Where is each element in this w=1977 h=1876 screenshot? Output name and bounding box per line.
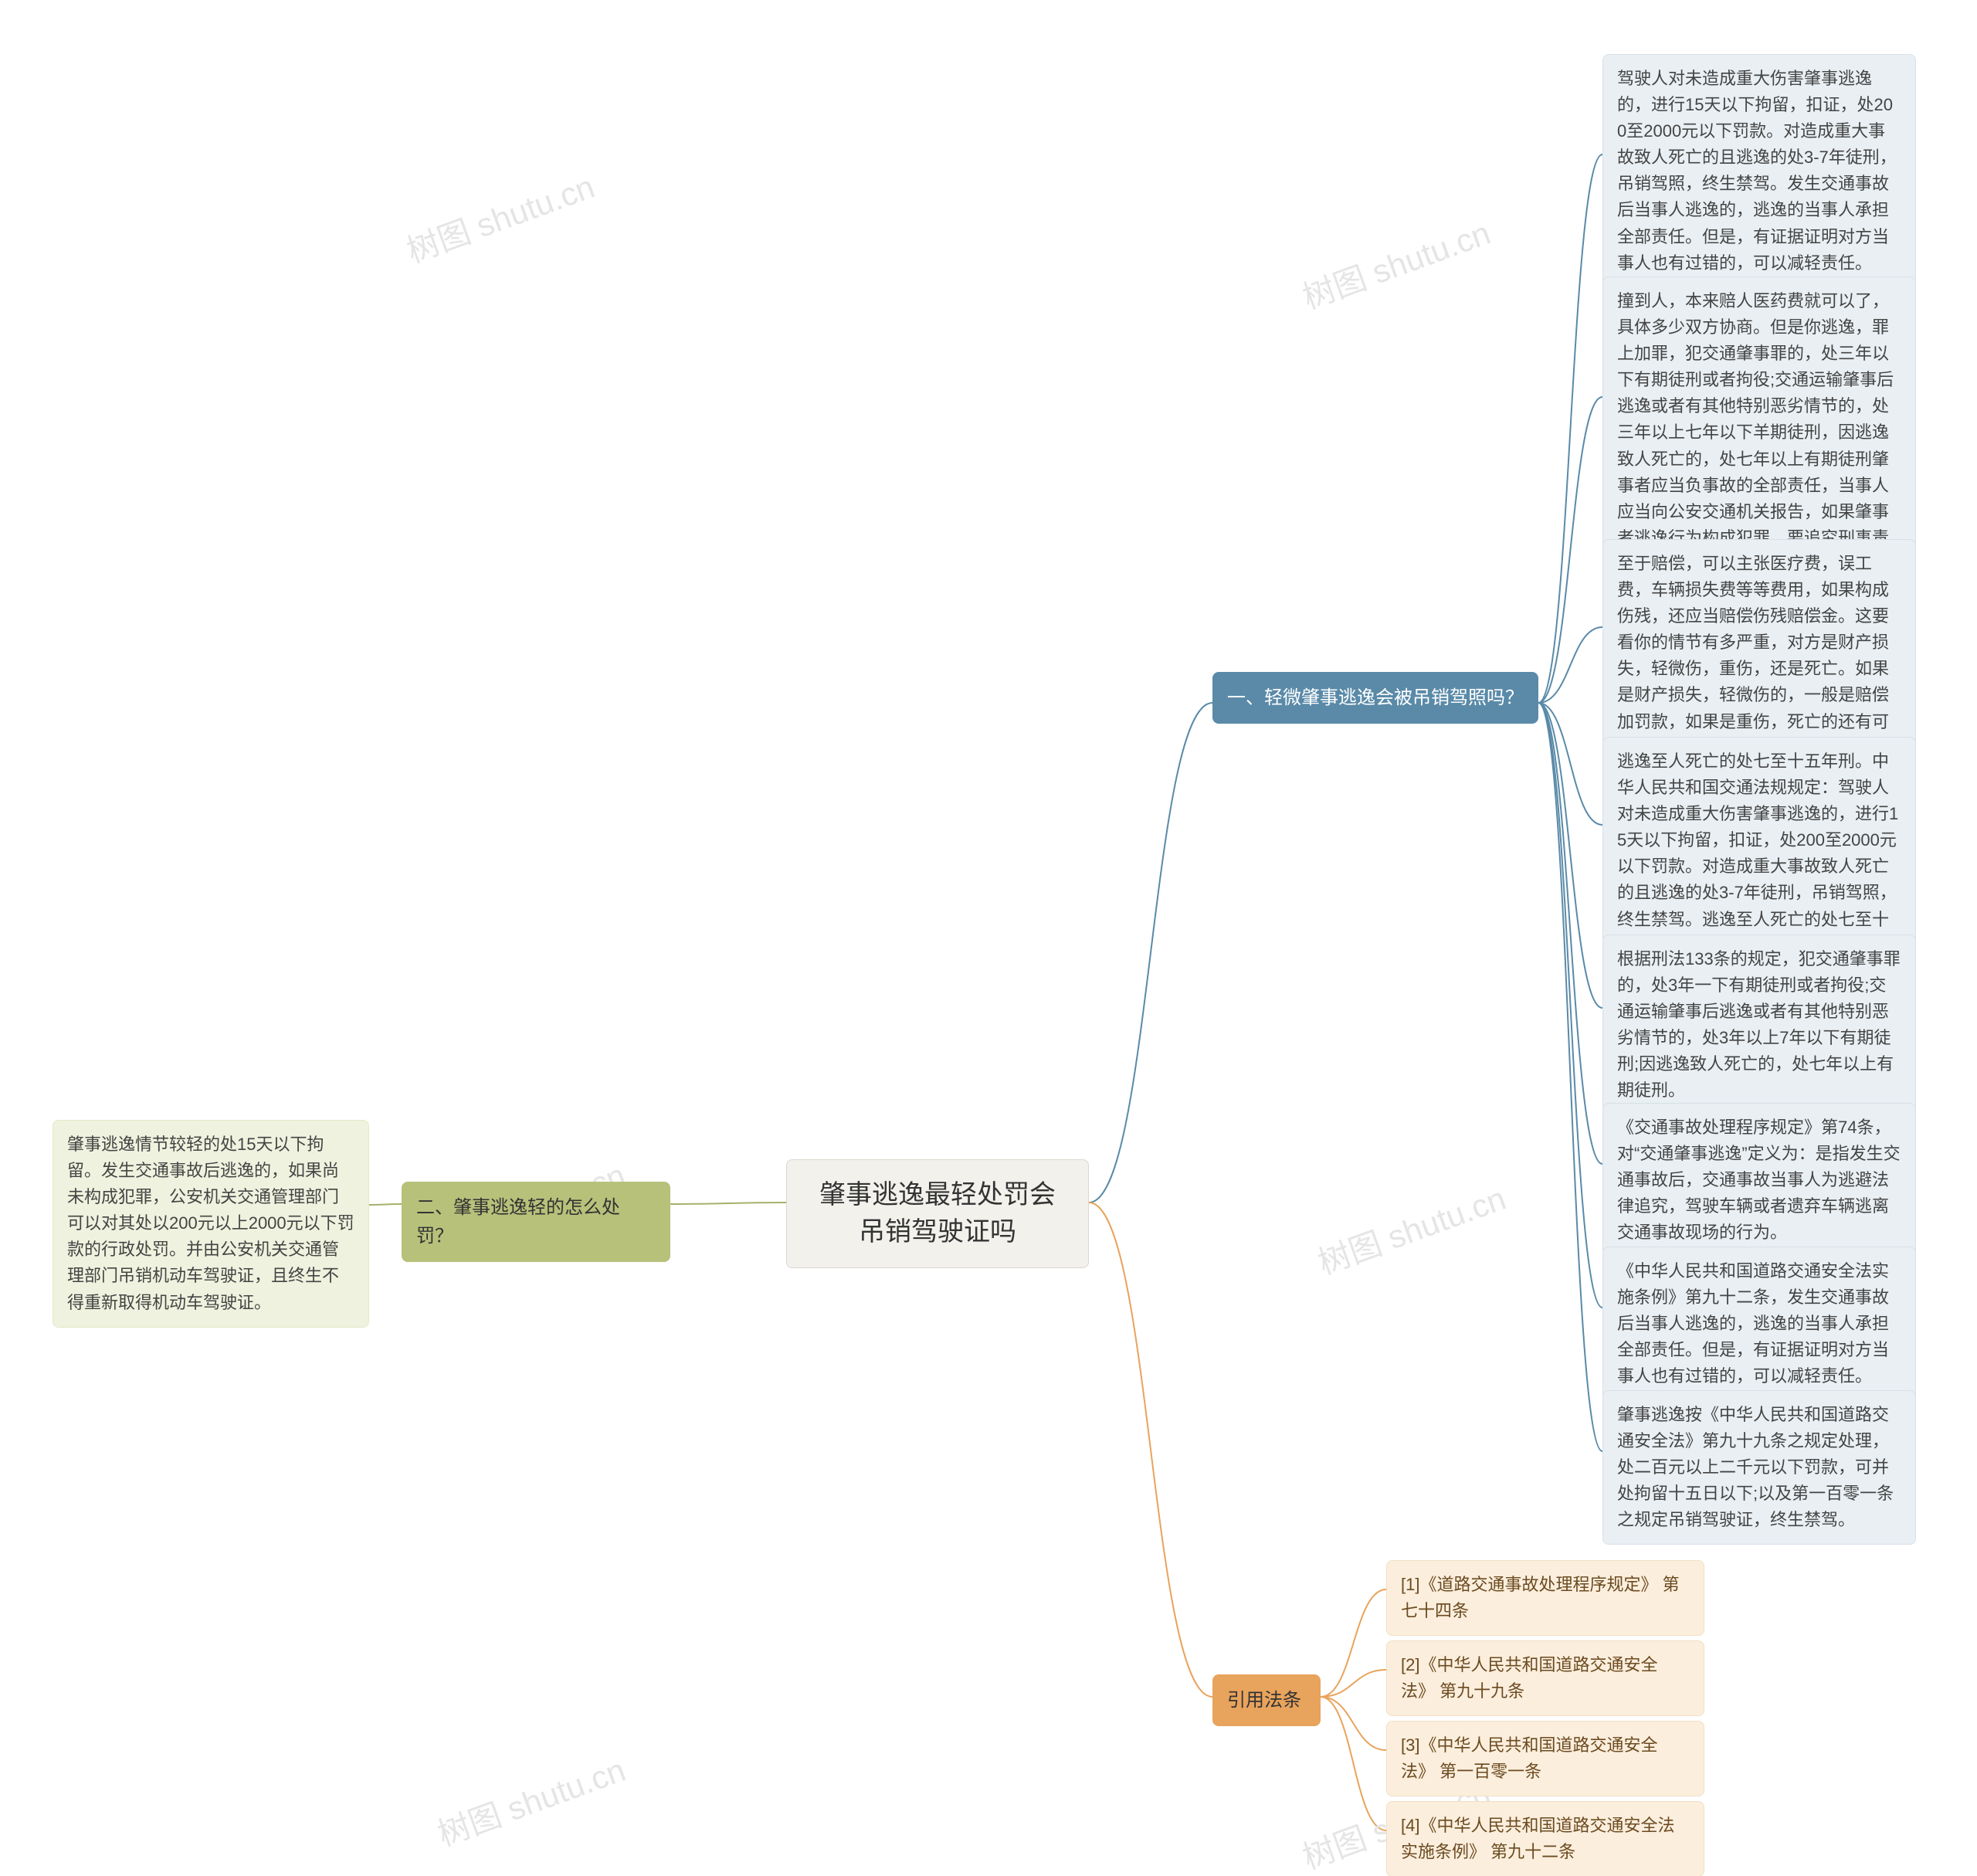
leaf-text: 逃逸至人死亡的处七至十五年刑。中华人民共和国交通法规规定：驾驶人对未造成重大伤害… (1617, 751, 1898, 955)
leaf-text: 驾驶人对未造成重大伤害肇事逃逸的，进行15天以下拘留，扣证，处200至2000元… (1617, 69, 1897, 273)
watermark: 树图 shutu.cn (399, 161, 600, 272)
leaf-text: [1]《道路交通事故处理程序规定》 第七十四条 (1401, 1575, 1680, 1620)
watermark: 树图 shutu.cn (1311, 1172, 1511, 1284)
leaf-q1-0[interactable]: 驾驶人对未造成重大伤害肇事逃逸的，进行15天以下拘留，扣证，处200至2000元… (1602, 54, 1916, 288)
branch-q2[interactable]: 二、肇事逃逸轻的怎么处罚？ (402, 1182, 670, 1262)
leaf-text: 根据刑法133条的规定，犯交通肇事罪的，处3年一下有期徒刑或者拘役;交通运输肇事… (1617, 949, 1901, 1100)
branch-q1[interactable]: 一、轻微肇事逃逸会被吊销驾照吗？ (1212, 672, 1538, 724)
leaf-q1-5[interactable]: 《交通事故处理程序规定》第74条，对“交通肇事逃逸”定义为：是指发生交通事故后，… (1602, 1103, 1916, 1257)
leaf-refs-2[interactable]: [3]《中华人民共和国道路交通安全法》 第一百零一条 (1386, 1721, 1704, 1796)
branch-label: 一、轻微肇事逃逸会被吊销驾照吗？ (1227, 687, 1524, 708)
leaf-text: 《交通事故处理程序规定》第74条，对“交通肇事逃逸”定义为：是指发生交通事故后，… (1617, 1118, 1901, 1242)
leaf-refs-1[interactable]: [2]《中华人民共和国道路交通安全法》 第九十九条 (1386, 1640, 1704, 1716)
leaf-text: 撞到人，本来赔人医药费就可以了，具体多少双方协商。但是你逃逸，罪上加罪，犯交通肇… (1617, 291, 1894, 574)
leaf-text: 《中华人民共和国道路交通安全法实施条例》第九十二条，发生交通事故后当事人逃逸的，… (1617, 1261, 1889, 1386)
branch-label: 二、肇事逃逸轻的怎么处罚？ (416, 1197, 620, 1247)
leaf-q1-6[interactable]: 《中华人民共和国道路交通安全法实施条例》第九十二条，发生交通事故后当事人逃逸的，… (1602, 1247, 1916, 1401)
leaf-refs-0[interactable]: [1]《道路交通事故处理程序规定》 第七十四条 (1386, 1560, 1704, 1636)
leaf-text: [2]《中华人民共和国道路交通安全法》 第九十九条 (1401, 1655, 1657, 1701)
branch-label: 引用法条 (1227, 1690, 1301, 1711)
root-label: 肇事逃逸最轻处罚会吊销驾驶证吗 (819, 1180, 1056, 1247)
watermark: 树图 shutu.cn (430, 1744, 631, 1855)
watermark: 树图 shutu.cn (1295, 207, 1496, 318)
leaf-text: 肇事逃逸情节较轻的处15天以下拘留。发生交通事故后逃逸的，如果尚未构成犯罪，公安… (67, 1135, 354, 1312)
leaf-text: 肇事逃逸按《中华人民共和国道路交通安全法》第九十九条之规定处理，处二百元以上二千… (1617, 1405, 1894, 1529)
branch-refs[interactable]: 引用法条 (1212, 1674, 1321, 1726)
leaf-q2-0[interactable]: 肇事逃逸情节较轻的处15天以下拘留。发生交通事故后逃逸的，如果尚未构成犯罪，公安… (53, 1120, 369, 1328)
leaf-refs-3[interactable]: [4]《中华人民共和国道路交通安全法实施条例》 第九十二条 (1386, 1801, 1704, 1876)
leaf-text: [4]《中华人民共和国道路交通安全法实施条例》 第九十二条 (1401, 1816, 1674, 1861)
leaf-q1-4[interactable]: 根据刑法133条的规定，犯交通肇事罪的，处3年一下有期徒刑或者拘役;交通运输肇事… (1602, 935, 1916, 1116)
leaf-text: 至于赔偿，可以主张医疗费，误工费，车辆损失费等等费用，如果构成伤残，还应当赔偿伤… (1617, 554, 1889, 758)
root-node[interactable]: 肇事逃逸最轻处罚会吊销驾驶证吗 (786, 1159, 1089, 1268)
leaf-text: [3]《中华人民共和国道路交通安全法》 第一百零一条 (1401, 1735, 1657, 1781)
leaf-q1-7[interactable]: 肇事逃逸按《中华人民共和国道路交通安全法》第九十九条之规定处理，处二百元以上二千… (1602, 1390, 1916, 1545)
